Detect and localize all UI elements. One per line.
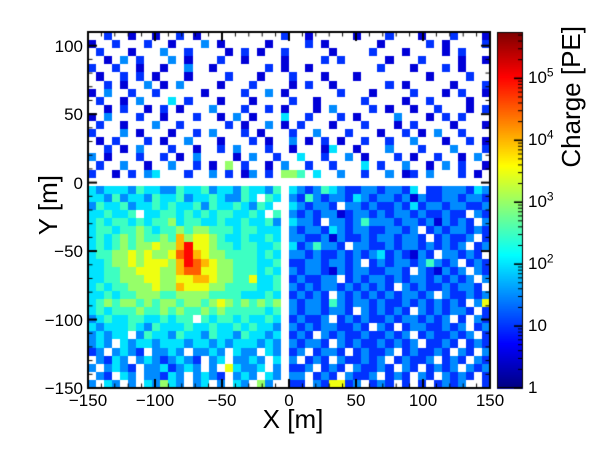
y-tick-label: −50 xyxy=(54,242,83,262)
x-tick-label: −50 xyxy=(207,391,237,410)
x-tick-label: −100 xyxy=(135,391,175,410)
x-tick-label: 150 xyxy=(475,391,505,410)
z-tick-label: 104 xyxy=(528,127,554,150)
y-tick-label: 50 xyxy=(64,105,83,125)
x-tick-label: 100 xyxy=(408,391,438,410)
x-tick-label: 0 xyxy=(284,391,294,410)
y-tick-label: 0 xyxy=(73,173,83,193)
x-axis-title: X [m] xyxy=(262,404,324,434)
z-tick-label: 10 xyxy=(528,316,547,336)
x-tick-label: 50 xyxy=(346,391,366,410)
x-tick-label: −150 xyxy=(68,391,108,410)
z-tick-label: 1 xyxy=(528,378,538,397)
z-tick-label: 105 xyxy=(528,65,554,88)
y-tick-label: −150 xyxy=(44,379,83,398)
z-tick-label: 102 xyxy=(528,251,554,274)
z-axis-title: Charge [PE] xyxy=(556,26,586,168)
y-tick-label: 100 xyxy=(54,36,83,56)
z-tick-label: 103 xyxy=(528,189,554,212)
y-tick-label: −100 xyxy=(44,310,83,330)
